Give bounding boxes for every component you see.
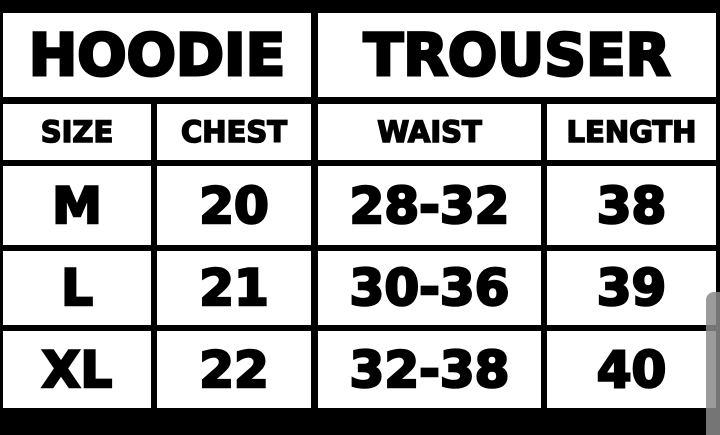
chest-cell: 20 [157, 166, 311, 245]
size-cell: XL [3, 331, 151, 408]
length-cell: 39 [547, 251, 716, 325]
size-cell: L [3, 251, 151, 325]
hoodie-header: HOODIE [3, 13, 311, 97]
column-header-size: SIZE [3, 104, 151, 160]
chest-cell: 21 [157, 251, 311, 325]
column-header-chest: CHEST [157, 104, 311, 160]
length-cell: 40 [547, 331, 716, 408]
column-header-waist: WAIST [318, 104, 541, 160]
waist-cell: 28-32 [318, 166, 541, 245]
length-cell: 38 [547, 166, 716, 245]
size-cell: M [3, 166, 151, 245]
chest-cell: 22 [157, 331, 311, 408]
edge-overlay [706, 292, 720, 435]
waist-cell: 32-38 [318, 331, 541, 408]
trouser-header: TROUSER [318, 13, 716, 97]
column-header-length: LENGTH [547, 104, 716, 160]
waist-cell: 30-36 [318, 251, 541, 325]
